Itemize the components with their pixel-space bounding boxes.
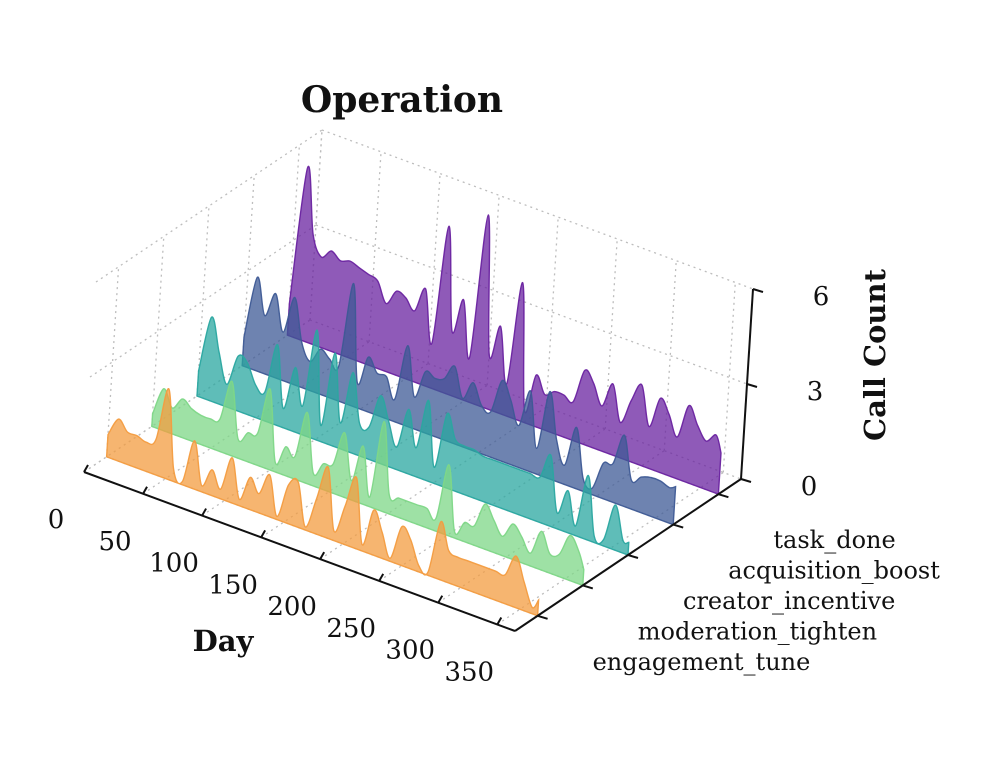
category-tick-mark (537, 614, 548, 620)
category-tick-label: engagement_tune (593, 648, 811, 676)
z-tick-label: 6 (813, 282, 830, 312)
backwall-gridline (545, 217, 559, 408)
backwall-gridline (321, 129, 754, 290)
category-tick-mark (627, 554, 639, 559)
axis-layer (83, 288, 764, 632)
x-tick-mark (142, 486, 148, 495)
x-tick-label: 200 (267, 592, 317, 622)
category-tick-label: acquisition_boost (728, 557, 940, 585)
z-tick-mark (746, 383, 758, 388)
category-tick-label: moderation_tighten (638, 617, 877, 645)
x-tick-label: 100 (149, 549, 199, 579)
x-tick-mark (496, 616, 503, 625)
backwall-gridline (722, 282, 736, 473)
sidewall-gridline (151, 236, 165, 427)
backwall-gridline (315, 224, 748, 385)
x-tick-label: 0 (48, 505, 65, 535)
sidewall-gridline (196, 205, 210, 397)
category-tick-mark (718, 493, 729, 499)
x-tick-label: 150 (208, 570, 258, 600)
x-tick-mark (83, 464, 89, 473)
ridge-creator-incentive (196, 316, 630, 556)
x-tick-label: 350 (444, 657, 494, 687)
chart-title: Operation (301, 79, 503, 121)
label-layer: 0 50 100 150 200 250 300 350 engagement_tune mode… (48, 282, 941, 687)
z-tick-mark (740, 478, 752, 483)
x-tick-label: 50 (98, 527, 131, 557)
ridge-layer (105, 165, 722, 617)
x-tick-label: 250 (326, 614, 376, 644)
x-axis-label: Day (193, 624, 255, 658)
x-tick-mark (201, 508, 207, 517)
z-tick-label: 0 (801, 472, 818, 502)
category-tick-mark (582, 584, 594, 590)
backwall-gridline (427, 173, 441, 364)
category-tick-label: creator_incentive (683, 587, 895, 615)
x-tick-mark (437, 595, 444, 604)
category-tick-mark (672, 523, 684, 529)
sidewall-gridline (95, 129, 323, 283)
x-axis-line (83, 471, 516, 632)
z-axis-label: Call Count (858, 268, 892, 441)
z-tick-label: 3 (807, 377, 824, 407)
ridge-acquisition-boost (241, 276, 677, 526)
backwall-gridline (309, 319, 742, 480)
ridge-moderation-tighten (151, 380, 585, 587)
x-tick-label: 300 (385, 636, 435, 666)
x-tick-mark (378, 573, 385, 582)
ridge-task-done (286, 165, 722, 496)
x-tick-mark (260, 529, 266, 538)
ridge-engagement-tune (105, 388, 540, 617)
x-tick-mark (319, 551, 326, 560)
z-tick-mark (752, 288, 764, 293)
category-tick-label: task_done (773, 526, 895, 554)
sidewall-gridline (105, 266, 120, 457)
